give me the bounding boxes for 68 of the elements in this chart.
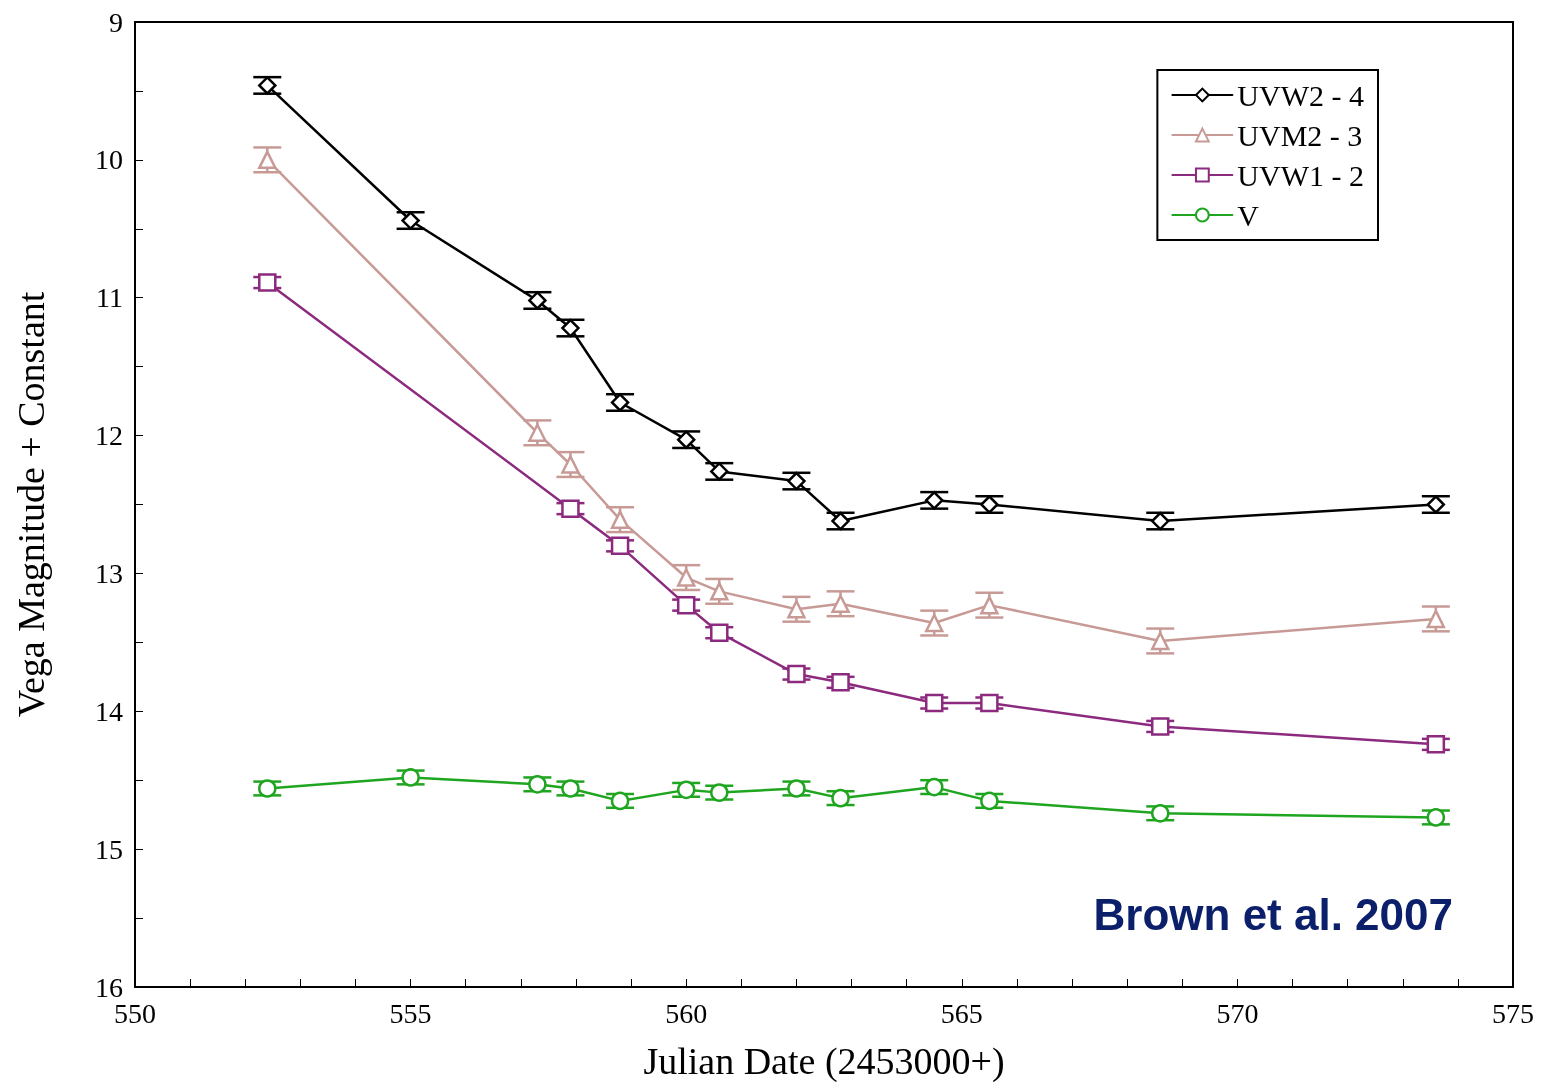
point — [980, 495, 999, 514]
point — [528, 775, 547, 794]
point — [676, 430, 696, 449]
point — [980, 693, 999, 713]
legend-label: UVM2 - 3 — [1237, 118, 1363, 152]
point — [924, 613, 944, 633]
point — [710, 783, 729, 802]
point — [1426, 609, 1446, 629]
point — [676, 780, 696, 800]
point — [831, 594, 850, 614]
point — [258, 150, 277, 170]
x-tick-label: 560 — [665, 997, 708, 1029]
point — [676, 595, 696, 615]
point — [1426, 735, 1446, 754]
point — [980, 595, 999, 615]
x-axis-title: Julian Date (2453000+) — [643, 1040, 1005, 1083]
point — [561, 779, 580, 798]
y-tick-label: 14 — [95, 695, 123, 727]
point — [925, 777, 944, 797]
point — [258, 76, 277, 95]
point — [980, 791, 999, 811]
x-tick-label: 565 — [940, 997, 983, 1029]
legend-label: UVW1 - 2 — [1237, 158, 1364, 192]
x-tick-label: 575 — [1492, 997, 1534, 1029]
x-tick-label: 555 — [389, 997, 432, 1029]
point — [610, 510, 630, 529]
point — [676, 568, 696, 587]
point — [401, 768, 420, 787]
point — [610, 791, 630, 811]
legend-label: V — [1237, 198, 1260, 232]
point — [610, 536, 630, 556]
point — [1426, 808, 1446, 827]
point — [831, 788, 850, 808]
point — [831, 673, 850, 692]
point — [561, 499, 580, 518]
point — [924, 491, 944, 510]
point — [1426, 495, 1446, 514]
point — [787, 471, 806, 491]
point — [258, 273, 277, 292]
point — [528, 423, 547, 443]
x-tick-label: 570 — [1216, 997, 1259, 1029]
point — [610, 393, 630, 412]
point — [1150, 511, 1170, 531]
point — [710, 623, 729, 642]
y-axis-title: Vega Magnitude + Constant — [10, 291, 52, 718]
point — [1150, 631, 1170, 651]
point — [1150, 717, 1170, 736]
point — [258, 779, 277, 798]
point — [1151, 804, 1170, 823]
y-tick-label: 15 — [95, 833, 123, 865]
annotation: Brown et al. 2007 — [1093, 889, 1454, 939]
y-tick-label: 11 — [96, 282, 123, 314]
point — [561, 455, 580, 474]
point — [787, 600, 806, 619]
y-tick-label: 13 — [95, 557, 123, 589]
point — [561, 318, 580, 338]
point — [528, 291, 547, 310]
y-tick-label: 10 — [95, 144, 123, 176]
point — [401, 211, 420, 230]
y-tick-label: 9 — [109, 6, 123, 38]
point — [787, 664, 806, 684]
y-tick-label: 12 — [95, 420, 123, 452]
point — [710, 462, 729, 481]
point — [831, 511, 850, 531]
point — [924, 693, 944, 713]
legend-label: UVW2 - 4 — [1237, 78, 1364, 112]
point — [710, 582, 729, 601]
point — [787, 779, 806, 798]
